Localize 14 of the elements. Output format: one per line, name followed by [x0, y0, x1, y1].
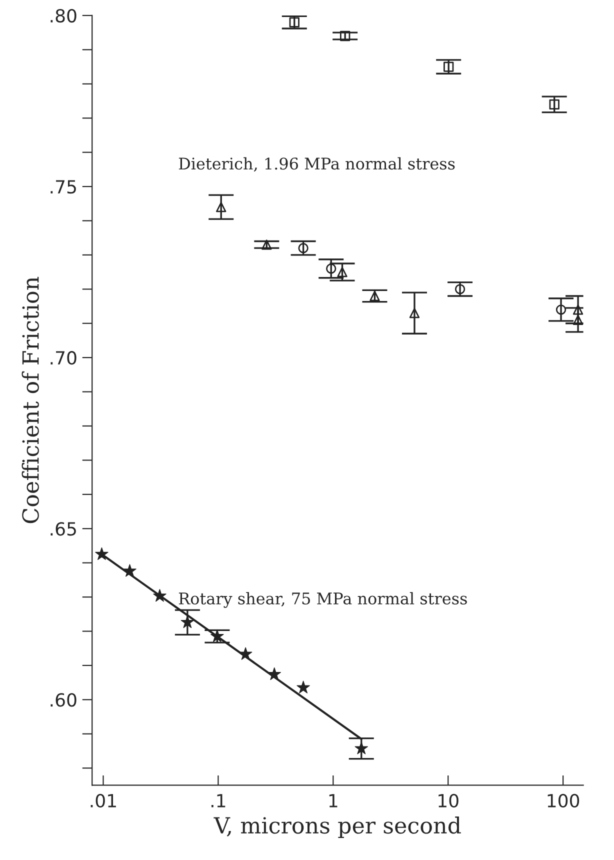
x-tick-label: 10	[438, 794, 458, 808]
x-tick-label: .1	[212, 794, 226, 808]
x-tick-label: 100	[548, 794, 580, 808]
y-tick-label: .60	[50, 693, 76, 707]
y-tick-label: .70	[50, 351, 76, 365]
annotation: Dieterich, 1.96 MPa normal stress	[178, 157, 455, 172]
x-axis-title: V, microns per second	[214, 816, 461, 838]
y-tick-label: .65	[50, 522, 76, 536]
annotation: Rotary shear, 75 MPa normal stress	[178, 592, 467, 608]
x-tick-label: .01	[90, 794, 116, 808]
y-tick-label: .75	[50, 180, 76, 194]
y-tick-label: .80	[50, 8, 76, 23]
y-axis-title: Coefficient of Friction	[22, 276, 39, 524]
x-tick-label: 1	[329, 794, 338, 808]
